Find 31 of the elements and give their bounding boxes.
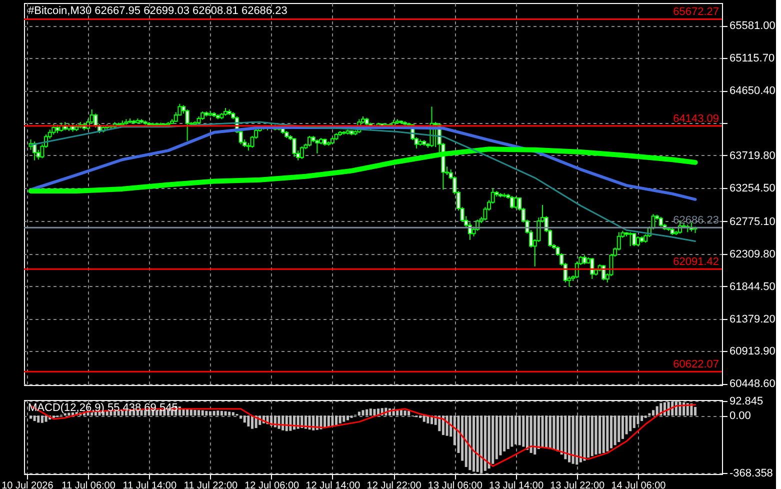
y-tick-label: 61844.50 [730, 280, 776, 293]
ref-line-label: 64143.09 [673, 112, 719, 125]
x-tick-label: 12 Jul 14:00 [306, 480, 361, 489]
y-tick-label: 64650.40 [730, 85, 776, 98]
ref-line-label: 60622.07 [673, 358, 719, 371]
x-tick-label: 13 Jul 22:00 [550, 480, 606, 489]
y-tick-label: 62309.80 [730, 248, 776, 260]
y-tick-label: 60448.60 [730, 378, 776, 390]
y-tick-label: 63719.80 [730, 150, 776, 162]
x-tick-label: 12 Jul 22:00 [366, 480, 422, 489]
y-tick-label: 61379.20 [730, 313, 776, 326]
ref-line-label: 62091.42 [673, 256, 719, 268]
y-tick-label: 60913.90 [730, 346, 776, 358]
y-tick-label: 65581.00 [730, 20, 776, 32]
y-tick-label: 62775.10 [730, 216, 776, 228]
x-tick-label: 10 Jul 2026 [2, 480, 54, 489]
x-tick-label: 11 Jul 14:00 [122, 480, 177, 489]
y-tick-label: 65115.70 [730, 52, 775, 65]
x-tick-label: 12 Jul 06:00 [244, 480, 300, 489]
y-tick-label: 92.845 [730, 396, 764, 408]
x-tick-label: 13 Jul 14:00 [489, 480, 544, 489]
x-tick-label: 11 Jul 06:00 [62, 480, 116, 489]
x-tick-label: 11 Jul 22:00 [184, 480, 238, 489]
y-tick-label: 63254.50 [730, 182, 776, 194]
ref-line-label: 62686.23 [673, 214, 719, 227]
y-tick-label: -368.358 [730, 467, 773, 480]
x-tick-label: 14 Jul 06:00 [611, 480, 666, 489]
y-tick-label: 0.00 [730, 410, 751, 422]
chart-title: #Bitcoin,M30 62667.95 62699.03 62608.81 62686.23 [28, 5, 288, 17]
x-tick-label: 13 Jul 06:00 [428, 480, 483, 489]
ref-line-label: 65672.27 [673, 6, 719, 18]
